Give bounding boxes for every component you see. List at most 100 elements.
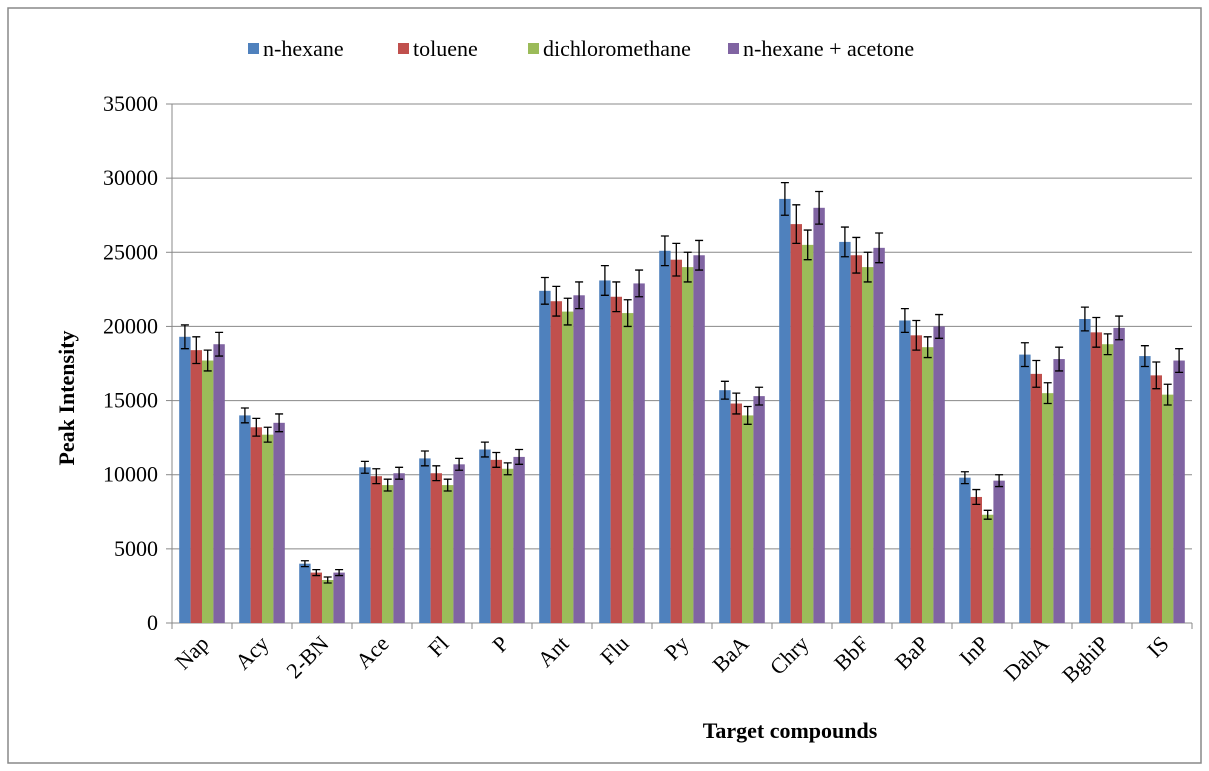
error-bar (672, 242, 681, 277)
bar (573, 295, 585, 623)
error-bar (995, 474, 1004, 488)
bar (959, 477, 971, 623)
bar (933, 326, 945, 623)
y-tick-label: 35000 (103, 91, 158, 116)
error-bar (443, 478, 452, 492)
y-tick-label: 20000 (103, 313, 158, 338)
error-bar (1140, 345, 1149, 368)
bar (719, 390, 731, 623)
bar (802, 244, 814, 623)
bar (813, 207, 825, 624)
y-tick-label: 10000 (103, 462, 158, 487)
error-bar (372, 468, 381, 485)
bar (1090, 332, 1102, 623)
error-bar (960, 471, 969, 485)
error-bar (732, 392, 741, 415)
error-bar (875, 232, 884, 264)
error-bar (612, 281, 621, 313)
bar (370, 476, 382, 623)
bar (659, 250, 671, 623)
error-bar (480, 441, 489, 458)
bar (333, 572, 345, 623)
error-bar (383, 478, 392, 492)
bar (310, 572, 322, 623)
error-bar (1115, 315, 1124, 341)
error-bar (743, 405, 752, 425)
error-bar (252, 417, 261, 437)
bar (479, 449, 491, 623)
bar (742, 415, 754, 623)
x-axis-label: Target compounds (703, 718, 878, 743)
bar (873, 247, 885, 623)
error-bar (1103, 333, 1112, 356)
error-bar (312, 568, 321, 577)
y-tick-label: 0 (147, 610, 158, 635)
error-bar (1175, 348, 1184, 374)
bar (1113, 327, 1125, 623)
legend-swatch (398, 43, 409, 54)
bar (839, 241, 851, 624)
error-bar (923, 336, 932, 359)
bar (250, 427, 262, 623)
bar (993, 480, 1005, 623)
error-bar (1055, 346, 1064, 372)
bar (730, 403, 742, 623)
bar (862, 267, 874, 623)
error-bar (552, 285, 561, 317)
bar (190, 350, 202, 623)
error-bar (180, 324, 189, 350)
error-bar (503, 462, 512, 476)
error-bar (1080, 306, 1089, 332)
error-bar (635, 269, 644, 298)
bar (453, 464, 465, 623)
error-bar (1092, 316, 1101, 348)
error-bar (540, 276, 549, 305)
bar (610, 296, 622, 623)
bar (1173, 360, 1185, 623)
error-bar (420, 450, 429, 467)
y-tick-label: 25000 (103, 239, 158, 264)
legend-label: toluene (413, 36, 478, 61)
bar (430, 473, 442, 623)
legend-label: dichloromethane (543, 36, 691, 61)
legend-swatch (728, 43, 739, 54)
error-bar (755, 386, 764, 406)
error-bar (215, 331, 224, 357)
bar (382, 485, 394, 623)
error-bar (1152, 361, 1161, 390)
bar (299, 563, 311, 623)
error-bar (432, 465, 441, 482)
bar (899, 320, 911, 623)
bar (419, 458, 431, 623)
bar (1042, 393, 1054, 623)
bar (982, 514, 994, 623)
bar (562, 311, 574, 623)
error-bar (660, 235, 669, 267)
error-bar (275, 413, 284, 433)
bar (790, 224, 802, 623)
bar (393, 473, 405, 623)
bar (779, 198, 791, 623)
error-bar (300, 560, 309, 568)
bar (1079, 319, 1091, 623)
error-bar (575, 281, 584, 310)
error-bar (792, 204, 801, 245)
bar (1053, 359, 1065, 623)
bar (850, 255, 862, 623)
error-bar (563, 297, 572, 326)
error-bar (600, 264, 609, 296)
y-tick-label: 30000 (103, 165, 158, 190)
error-bar (840, 226, 849, 258)
bar (682, 267, 694, 623)
bar (502, 468, 514, 623)
y-tick-label: 5000 (114, 536, 158, 561)
bar (1019, 354, 1031, 623)
error-bar (1020, 342, 1029, 368)
error-bar (900, 307, 909, 334)
bar (622, 313, 634, 623)
error-bar (1163, 383, 1172, 406)
error-bar (360, 460, 369, 474)
bar (1162, 394, 1174, 623)
bar (179, 336, 191, 623)
